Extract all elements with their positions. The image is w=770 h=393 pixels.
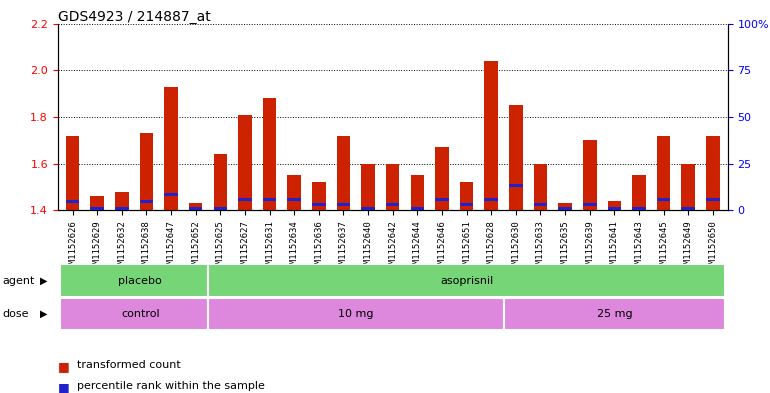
Bar <box>632 207 646 210</box>
Bar <box>460 202 474 206</box>
Text: ▶: ▶ <box>40 275 48 286</box>
Bar <box>65 136 79 210</box>
Bar <box>386 163 400 210</box>
Text: ■: ■ <box>58 381 69 393</box>
Bar <box>263 198 276 201</box>
Bar <box>65 200 79 203</box>
Bar <box>90 207 104 210</box>
Text: ▶: ▶ <box>40 309 48 319</box>
Bar <box>213 154 227 210</box>
Bar <box>139 133 153 210</box>
Text: GDS4923 / 214887_at: GDS4923 / 214887_at <box>58 10 210 24</box>
Text: control: control <box>121 309 159 319</box>
Bar <box>632 175 646 210</box>
Bar <box>706 136 720 210</box>
Bar <box>312 202 326 206</box>
Bar <box>484 198 498 201</box>
Bar <box>558 207 572 210</box>
Bar <box>583 202 597 206</box>
Bar <box>504 298 725 330</box>
Bar <box>287 175 301 210</box>
Bar <box>189 207 203 210</box>
Text: dose: dose <box>2 309 28 319</box>
Bar <box>509 105 523 210</box>
Bar <box>263 98 276 210</box>
Bar <box>534 163 547 210</box>
Bar <box>287 198 301 201</box>
Bar <box>336 202 350 206</box>
Bar <box>681 207 695 210</box>
Bar <box>115 191 129 210</box>
Bar <box>706 198 720 201</box>
Text: agent: agent <box>2 275 35 286</box>
Bar <box>583 140 597 210</box>
Bar <box>189 203 203 210</box>
Text: percentile rank within the sample: percentile rank within the sample <box>77 381 265 391</box>
Text: asoprisnil: asoprisnil <box>440 275 494 286</box>
Bar <box>164 193 178 196</box>
Bar <box>608 201 621 210</box>
Bar <box>509 184 523 187</box>
Bar <box>115 207 129 210</box>
Bar <box>386 202 400 206</box>
Bar <box>484 61 498 210</box>
Bar <box>657 198 671 201</box>
Bar <box>435 147 449 210</box>
Bar <box>608 207 621 210</box>
Bar <box>558 203 572 210</box>
Bar <box>361 163 375 210</box>
Bar <box>410 175 424 210</box>
Text: 10 mg: 10 mg <box>338 309 373 319</box>
Bar <box>435 198 449 201</box>
Bar <box>208 298 504 330</box>
Bar <box>361 207 375 210</box>
Bar <box>410 207 424 210</box>
Text: 25 mg: 25 mg <box>597 309 632 319</box>
Text: placebo: placebo <box>119 275 162 286</box>
Bar <box>60 264 208 297</box>
Bar <box>336 136 350 210</box>
Bar <box>460 182 474 210</box>
Bar <box>139 200 153 203</box>
Text: ■: ■ <box>58 360 69 373</box>
Bar <box>238 198 252 201</box>
Bar <box>657 136 671 210</box>
Bar <box>312 182 326 210</box>
Bar <box>534 202 547 206</box>
Bar <box>681 163 695 210</box>
Bar <box>60 298 208 330</box>
Bar <box>208 264 725 297</box>
Bar <box>213 207 227 210</box>
Text: transformed count: transformed count <box>77 360 181 369</box>
Bar <box>164 86 178 210</box>
Bar <box>90 196 104 210</box>
Bar <box>238 115 252 210</box>
